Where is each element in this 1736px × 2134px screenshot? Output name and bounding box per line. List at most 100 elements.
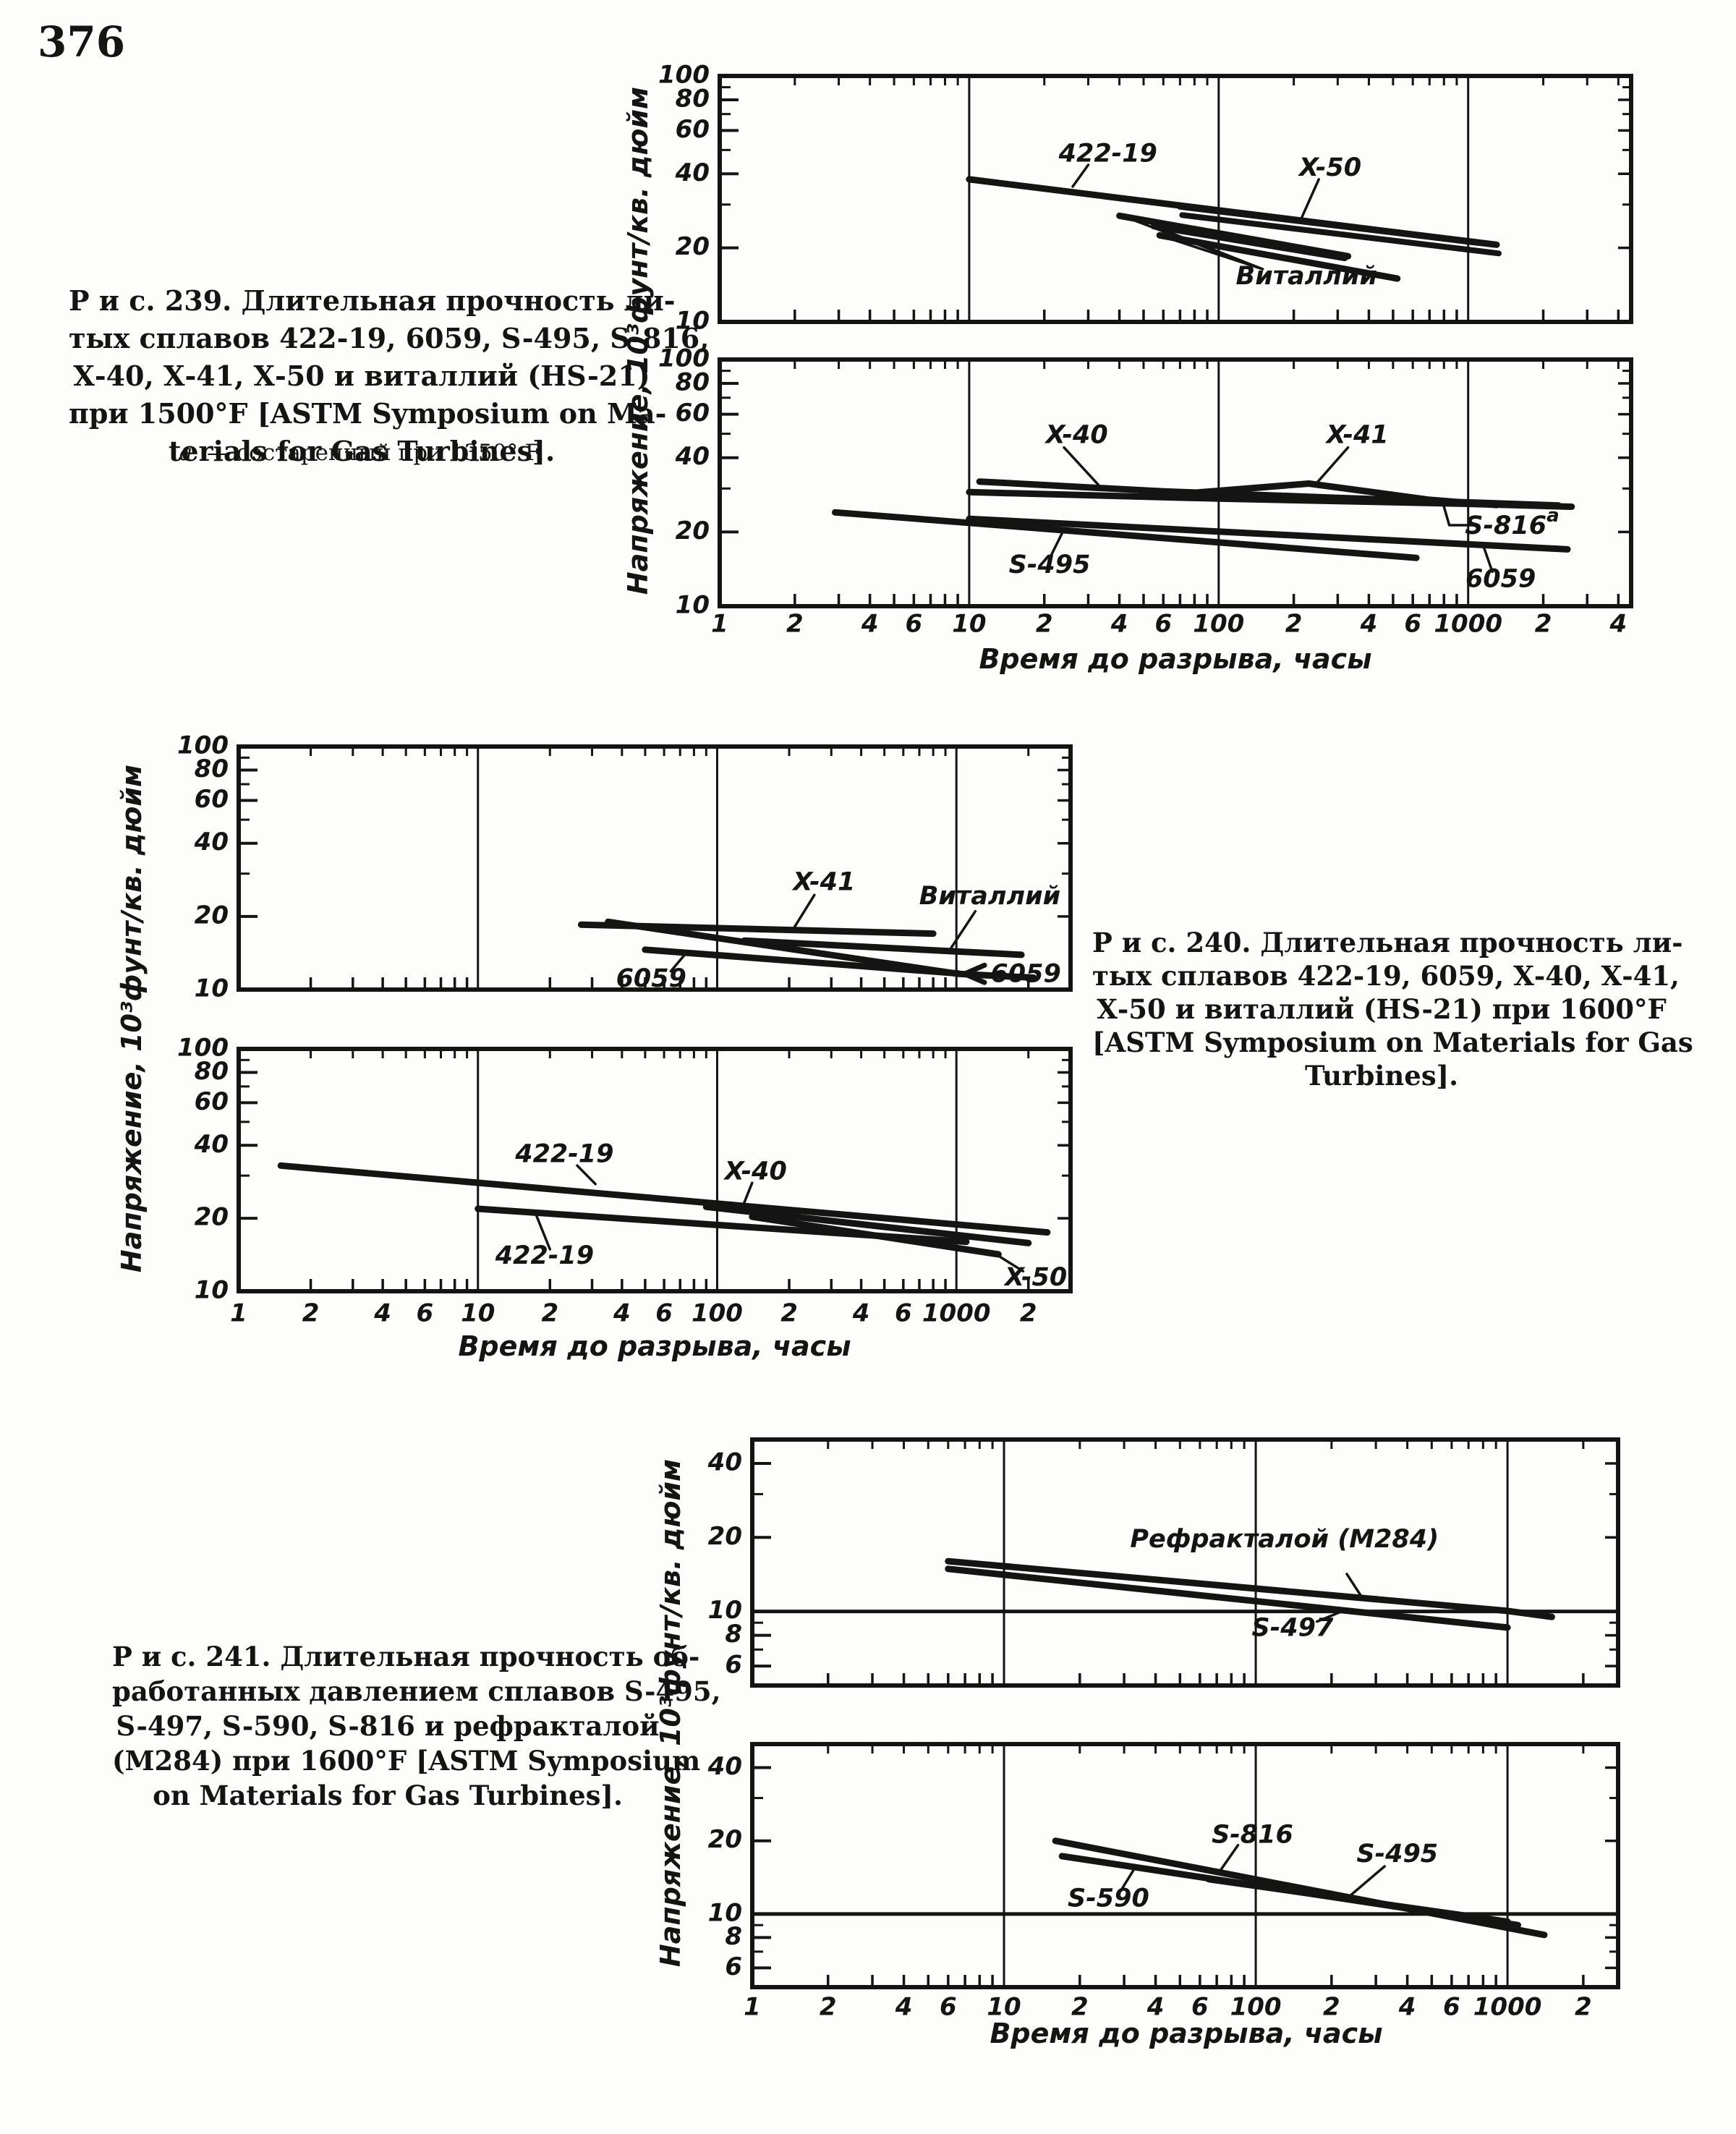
y-tick-label: 20 [676,232,710,261]
x-tick-label: 6 [1191,1993,1209,2022]
x-tick-label: 1000 [1434,610,1502,639]
curve-S-497 [945,1565,1511,1631]
curve-label-6059: 6059 [1465,564,1536,593]
caption-line: Х-40, Х-41, Х-50 и виталлий (HS-21) [73,360,650,392]
curve-Виталлий [1150,223,1348,262]
y-tick-label: 60 [195,1087,229,1116]
x-tick-label: 6 [1154,610,1172,639]
y-tick-label: 100 [177,731,229,760]
curve-label-X-40: X-40 [723,1157,787,1186]
panel-frame [718,74,1633,324]
x-tick-label: 4 [1609,610,1628,639]
x-tick-label: 1000 [1473,1993,1542,2022]
y-tick-label: 100 [658,61,710,90]
x-tick-label: 1 [744,1993,761,2022]
y-tick-label: 80 [676,84,710,113]
label-leader [1348,1865,1386,1898]
x-tick-label: 2 [1036,610,1053,639]
label-leader [1218,1843,1240,1873]
y-tick-label: 20 [708,1825,742,1854]
x-tick-label: 2 [302,1299,320,1328]
caption-line: (М284) при 1600°F [ASTM Symposium [112,1745,701,1777]
curve-label-422-19: 422-19 [495,1241,594,1270]
panel-frame [237,744,1073,992]
x-tick-label: 2 [541,1299,558,1328]
label-arrow [1165,236,1264,271]
x-tick-label: 4 [373,1299,391,1328]
curve-S-495 [1205,1876,1511,1925]
curve-label-X-41: X-41 [1325,421,1389,450]
y-tick-label: 60 [195,785,229,814]
panel-frame [750,1742,1620,1989]
x-tick-label: 6 [906,610,923,639]
y-tick-label: 40 [707,1448,742,1476]
x-tick-label: 10 [987,1993,1021,2022]
curve-label-X-50: X-50 [1298,153,1361,182]
x-tick-label: 4 [1110,610,1128,639]
x-tick-label: 6 [940,1993,957,2022]
x-axis-title: Время до разрыва, часы [458,1330,851,1362]
x-tick-label: 1000 [922,1299,991,1328]
curve-X-50-second [1179,212,1502,257]
y-tick-label: 100 [177,1034,229,1063]
x-tick-label: 6 [655,1299,673,1328]
y-tick-label: 10 [676,591,710,620]
curve-S-495 [832,509,1420,561]
figure-239-caption: Р и с. 239. Длительная прочность ли-тых … [69,282,710,470]
y-tick-label: 6 [725,1651,742,1680]
label-leader [1048,527,1065,560]
curve-label-Виталлий: Виталлий [1236,262,1377,291]
label-leader [1345,1573,1362,1597]
page-number: 376 [38,17,126,67]
curve-label-422-19: 422-19 [514,1140,613,1169]
y-tick-label: 6 [725,1952,742,1981]
label-leader [576,1164,597,1186]
curve-6059 [966,515,1571,553]
label-leader [1316,446,1350,483]
y-tick-label: 10 [708,1898,742,1927]
label-leader [1481,544,1494,574]
caption-line: Р и с. 240. Длительная прочность ли- [1092,927,1683,958]
x-tick-label: 2 [820,1993,837,2022]
caption-line: при 1500°F [ASTM Symposium on Ma- [69,397,667,430]
caption-line: тых сплавов 422-19, 6059, S-495, S-816, [69,322,710,354]
x-tick-label: 2 [1535,610,1552,639]
caption-line: terials for Gas Turbines]. [168,435,556,467]
y-axis-title: Напряжение, 10³фунт/кв. дюйм [655,1459,686,1967]
y-axis-title: Напряжение, 10³фунт/кв. дюйм [116,765,148,1272]
y-tick-label: 8 [725,1922,742,1951]
x-tick-label: 4 [861,610,879,639]
x-tick-label: 10 [952,610,986,639]
figure-240-caption: Р и с. 240. Длительная прочность ли-тых … [1092,926,1693,1092]
y-tick-label: 40 [675,158,710,187]
chevron-left-icon [961,962,987,985]
curve-422-19 [277,1162,1051,1236]
label-leader [793,893,816,929]
y-tick-label: 20 [195,1203,229,1232]
caption-line: Р и с. 241. Длительная прочность об- [112,1641,700,1672]
curve-Виталлий [1156,231,1401,282]
y-tick-label: 10 [195,974,229,1003]
x-axis-title: Время до разрыва, часы [979,643,1371,675]
x-tick-label: 10 [461,1299,495,1328]
y-tick-label: 60 [676,399,710,428]
label-leader [1300,178,1320,219]
y-tick-label: 40 [675,442,710,471]
x-tick-label: 6 [1443,1993,1460,2022]
x-tick-label: 100 [1193,610,1244,639]
curve-label-S-497: S-497 [1252,1614,1334,1643]
y-tick-label: 40 [707,1752,742,1781]
x-tick-label: 6 [895,1299,912,1328]
y-tick-label: 40 [194,828,229,856]
curve-6059 [642,946,962,977]
x-tick-label: 1 [711,610,728,639]
curve-label-S-816: S-816a [1465,505,1559,541]
figure-241-caption: Р и с. 241. Длительная прочность об-рабо… [112,1639,721,1813]
